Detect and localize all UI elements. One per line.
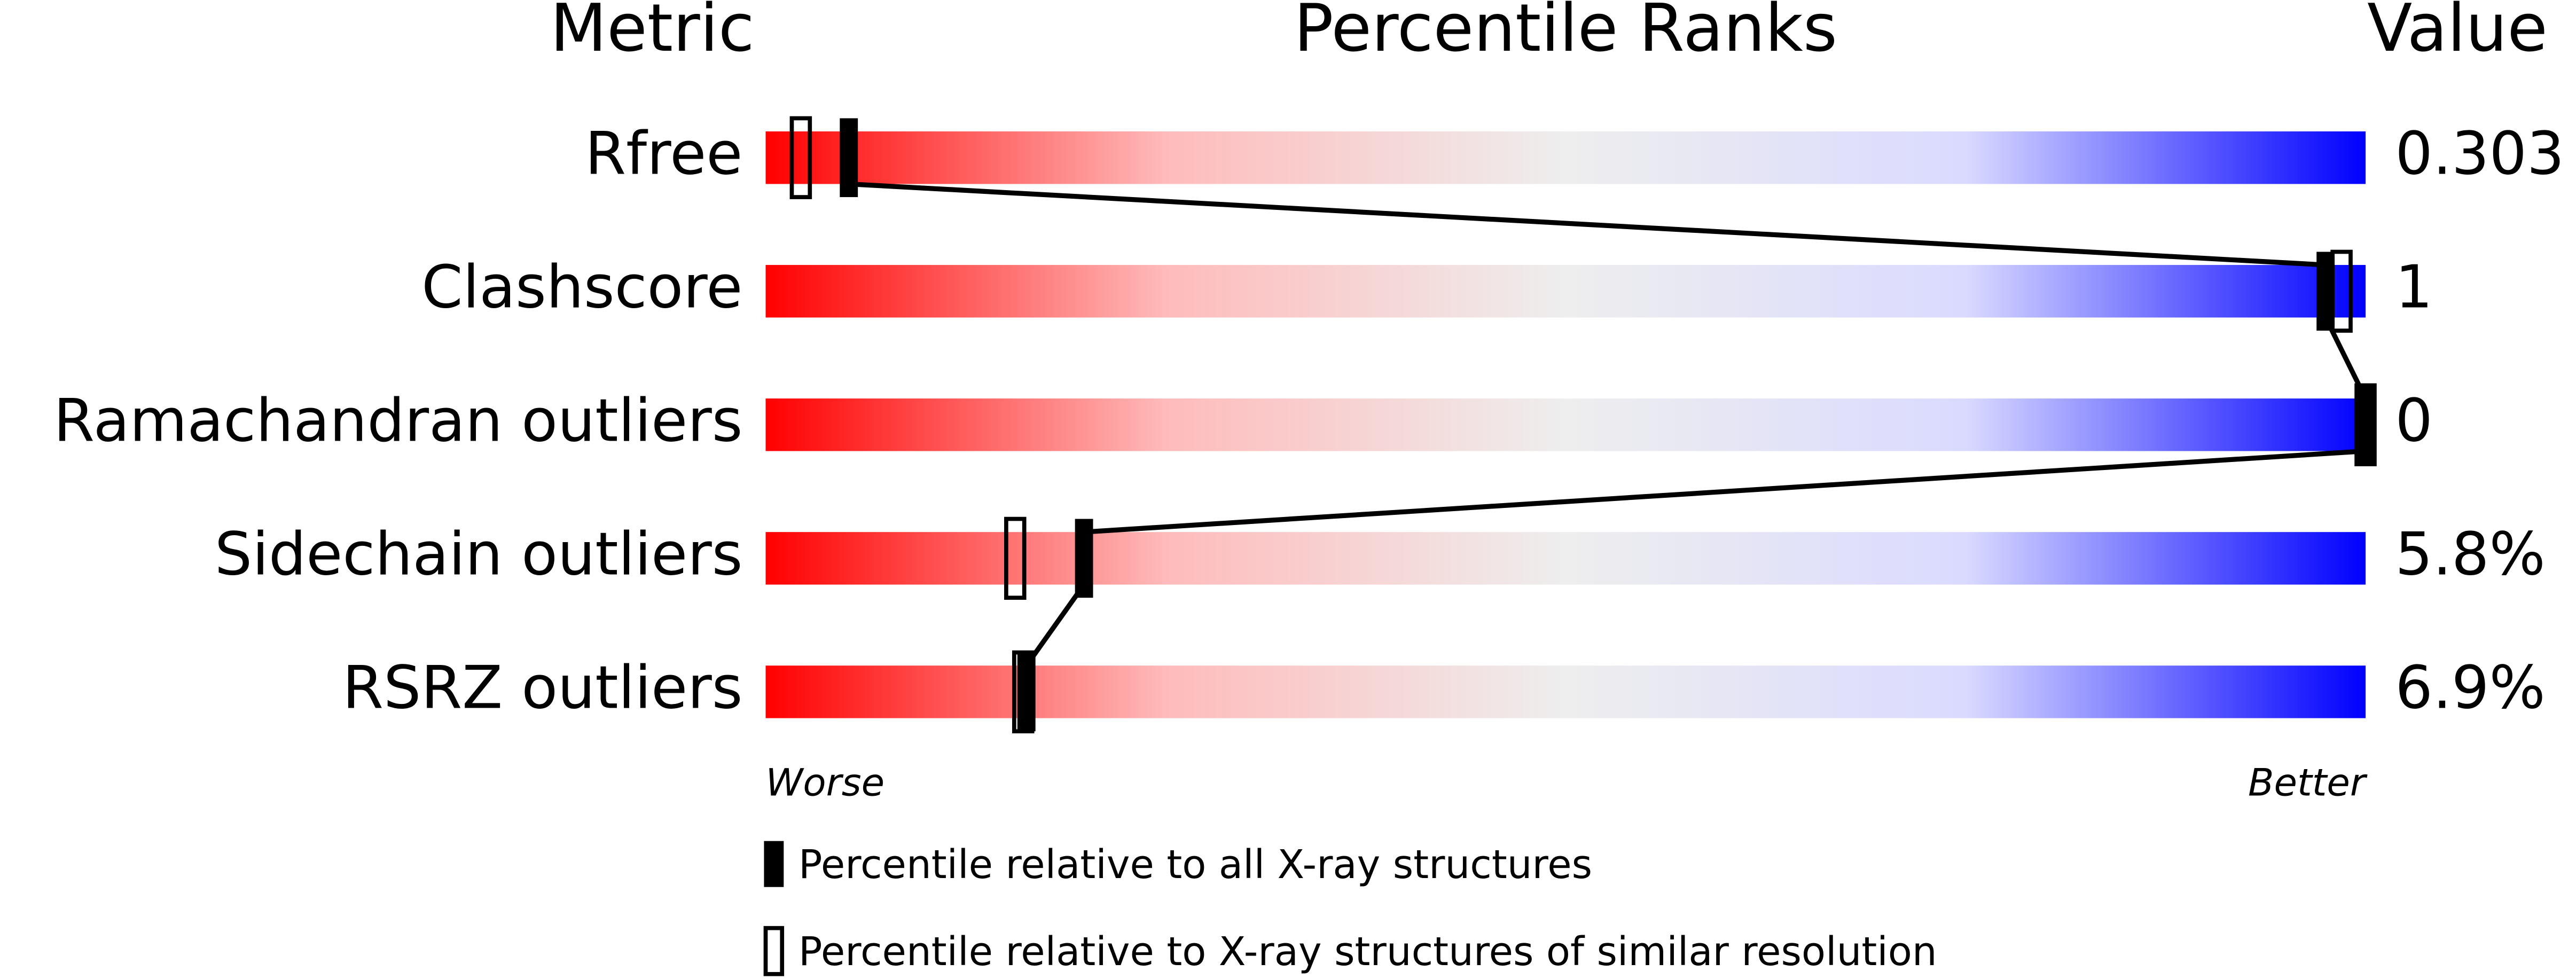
- legend-label: Percentile relative to all X-ray structu…: [798, 842, 1592, 888]
- metric-header: Metric: [550, 0, 754, 67]
- marker-all: [1075, 519, 1093, 598]
- connector-line: [1084, 448, 2366, 535]
- metric-label: Rfree: [585, 120, 742, 189]
- percentile-bar: [765, 131, 2366, 184]
- ranks-header: Percentile Ranks: [1294, 0, 1837, 67]
- marker-similar: [1004, 516, 1027, 600]
- percentile-bar: [765, 265, 2366, 318]
- marker-all: [2316, 252, 2335, 331]
- value-label: 0: [2395, 387, 2432, 456]
- legend-label: Percentile relative to X-ray structures …: [798, 929, 1937, 975]
- value-header: Value: [2367, 0, 2548, 67]
- connector-line: [849, 181, 2326, 268]
- legend-swatch: [764, 841, 784, 887]
- value-label: 0.303: [2395, 120, 2564, 189]
- marker-all: [840, 118, 858, 198]
- marker-all: [2356, 385, 2375, 465]
- metric-label: Sidechain outliers: [215, 520, 743, 589]
- metric-label: RSRZ outliers: [342, 654, 742, 723]
- better-label: Better: [2248, 761, 2368, 805]
- marker-all: [1017, 652, 1036, 732]
- value-label: 5.8%: [2395, 520, 2545, 589]
- marker-similar: [789, 116, 812, 199]
- percentile-bar: [765, 532, 2366, 585]
- value-label: 1: [2395, 253, 2432, 322]
- metric-label: Clashscore: [421, 253, 742, 322]
- connector-line: [1024, 583, 1086, 667]
- worse-label: Worse: [765, 761, 884, 805]
- value-label: 6.9%: [2395, 654, 2545, 723]
- percentile-bar: [765, 398, 2366, 451]
- percentile-bar: [765, 665, 2366, 718]
- legend-swatch: [763, 926, 785, 976]
- metric-label: Ramachandran outliers: [53, 387, 742, 456]
